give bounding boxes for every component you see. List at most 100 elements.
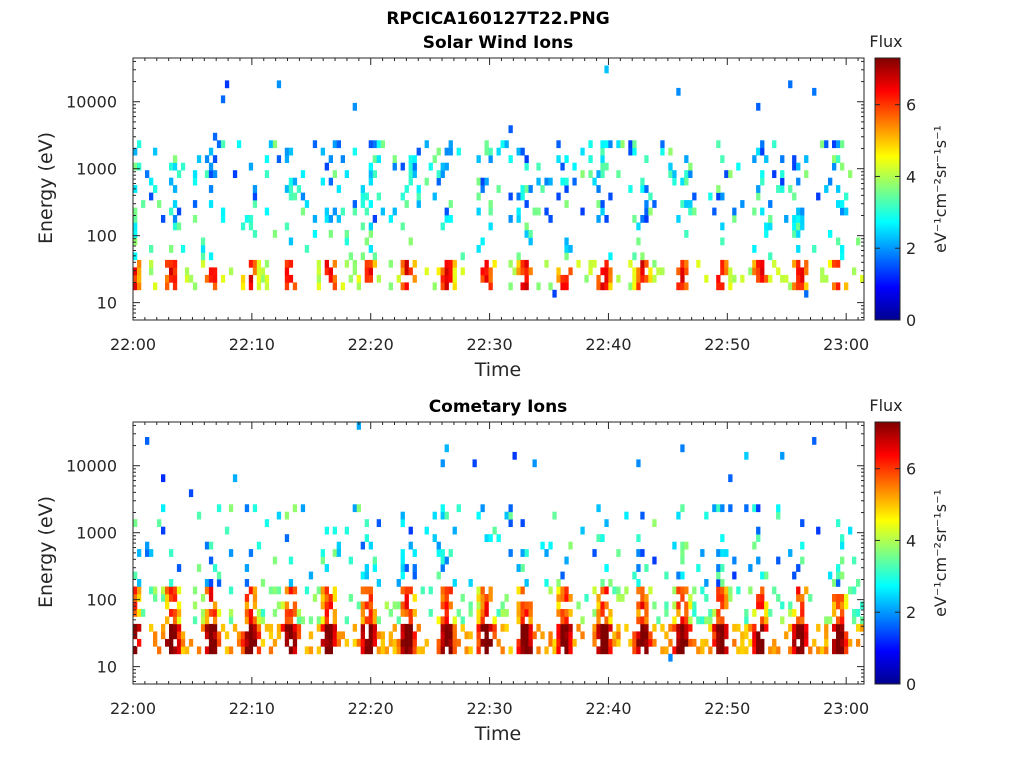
heatmap-cell <box>632 147 637 156</box>
heatmap-cell <box>336 631 341 640</box>
heatmap-cell <box>652 200 657 208</box>
heatmap-cell <box>684 631 689 640</box>
heatmap-cell <box>192 170 198 178</box>
heatmap-cell <box>264 282 270 291</box>
heatmap-cell <box>608 140 613 149</box>
heatmap-cell <box>244 646 250 655</box>
heatmap-cell <box>676 282 681 291</box>
heatmap-cell <box>416 623 421 632</box>
heatmap-cell <box>748 267 753 276</box>
heatmap-cell <box>248 259 254 268</box>
heatmap-cell <box>300 616 306 625</box>
heatmap-cell <box>828 616 833 625</box>
heatmap-cell <box>468 579 473 587</box>
heatmap-cell <box>680 267 685 276</box>
heatmap-cell <box>640 177 645 186</box>
heatmap-cell <box>528 267 533 276</box>
heatmap-cell <box>268 140 274 149</box>
heatmap-cell <box>336 185 341 193</box>
heatmap-cell <box>448 586 453 595</box>
heatmap-cell <box>216 140 222 149</box>
heatmap-cell <box>708 623 713 632</box>
heatmap-cell <box>860 274 865 283</box>
heatmap-cell <box>208 200 214 208</box>
heatmap-cell <box>520 646 525 655</box>
heatmap-cell <box>448 601 453 610</box>
heatmap-cell <box>632 571 637 580</box>
heatmap-cell <box>612 586 617 595</box>
heatmap-cell <box>172 623 178 632</box>
x-tick-label: 22:30 <box>467 699 513 718</box>
y-tick-label: 100 <box>86 227 117 246</box>
heatmap-cell <box>744 609 749 617</box>
heatmap-cell <box>712 504 717 513</box>
heatmap-cell <box>484 609 489 617</box>
heatmap-cell <box>169 245 174 253</box>
heatmap-cell <box>496 609 501 617</box>
heatmap-cell <box>316 586 321 595</box>
heatmap-cell <box>256 267 262 276</box>
heatmap-cell <box>524 185 529 193</box>
heatmap-cell <box>740 631 745 640</box>
heatmap-cell <box>596 631 601 640</box>
heatmap-cell <box>764 623 769 632</box>
heatmap-cell <box>284 623 290 632</box>
heatmap-cell <box>292 646 298 655</box>
heatmap-cell <box>208 162 214 171</box>
heatmap-cell <box>276 511 282 520</box>
heatmap-cell <box>364 207 369 216</box>
heatmap-cell <box>336 140 341 149</box>
heatmap-cell <box>252 601 258 610</box>
heatmap-cell <box>544 207 549 216</box>
heatmap-cell <box>176 222 182 231</box>
heatmap-cell <box>732 638 737 647</box>
heatmap-cell <box>324 638 329 647</box>
heatmap-cell <box>412 564 417 572</box>
heatmap-cell <box>220 207 226 216</box>
heatmap-cell <box>520 623 525 632</box>
heatmap-cell <box>684 230 689 238</box>
heatmap-cell <box>832 609 837 617</box>
heatmap-cell <box>348 594 353 602</box>
heatmap-cell <box>328 601 333 610</box>
heatmap-cell <box>412 609 417 617</box>
heatmap-cell <box>596 616 601 625</box>
heatmap-cell <box>208 252 214 261</box>
heatmap-cell <box>756 192 761 201</box>
heatmap-cell <box>724 549 729 557</box>
heatmap-cell <box>408 586 413 595</box>
heatmap-cell <box>768 609 773 617</box>
heatmap-cell <box>133 571 138 580</box>
heatmap-cell <box>284 147 290 156</box>
heatmap-cell <box>588 267 593 276</box>
heatmap-cell <box>484 646 489 655</box>
heatmap-cell <box>149 177 154 186</box>
heatmap-cell <box>596 200 601 208</box>
heatmap-cell <box>544 579 549 587</box>
heatmap-cell <box>484 274 489 283</box>
heatmap-cell <box>596 623 601 632</box>
heatmap-cell <box>688 170 693 178</box>
heatmap-cell <box>372 609 377 617</box>
heatmap-cell <box>724 259 729 268</box>
heatmap-cell <box>844 192 849 201</box>
heatmap-cell <box>816 526 821 535</box>
heatmap-cell <box>276 80 282 89</box>
heatmap-cell <box>208 623 214 632</box>
heatmap-cell <box>145 541 150 550</box>
heatmap-cell <box>556 609 561 617</box>
heatmap-cell <box>560 571 565 580</box>
heatmap-cell <box>836 200 841 208</box>
heatmap-cell <box>292 177 298 186</box>
heatmap-cell <box>476 155 481 163</box>
heatmap-cell <box>133 623 138 632</box>
heatmap-cell <box>376 274 381 283</box>
heatmap-cell <box>644 601 649 610</box>
heatmap-cell <box>524 155 529 163</box>
heatmap-cell <box>592 631 597 640</box>
heatmap-cell <box>632 646 637 655</box>
heatmap-cell <box>792 646 797 655</box>
heatmap-cell <box>680 638 685 647</box>
heatmap-cell <box>516 609 521 617</box>
heatmap-cell <box>608 616 613 625</box>
